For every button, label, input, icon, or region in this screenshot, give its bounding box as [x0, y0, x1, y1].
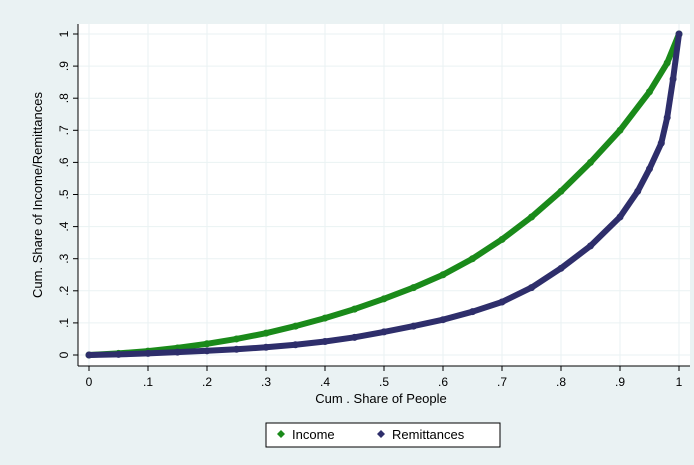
data-point-remittances	[469, 308, 476, 316]
legend-label-remittances: Remittances	[392, 427, 465, 442]
y-tick-label: .8	[57, 93, 71, 103]
data-point-remittances	[321, 338, 329, 346]
y-tick-label: 1	[57, 30, 71, 37]
data-point-remittances	[351, 333, 358, 341]
data-point-income	[380, 295, 388, 303]
data-point-income	[203, 340, 211, 348]
data-point-income	[233, 335, 240, 343]
data-point-remittances	[669, 75, 677, 83]
x-axis-label: Cum . Share of People	[315, 391, 447, 406]
data-point-remittances	[634, 187, 642, 195]
data-point-remittances	[203, 347, 211, 355]
x-tick-label: .8	[556, 375, 566, 389]
y-tick-label: .9	[57, 61, 71, 71]
data-point-remittances	[439, 316, 447, 324]
data-point-remittances	[85, 351, 93, 359]
data-point-income	[292, 322, 299, 330]
legend: Income Remittances	[265, 422, 501, 448]
legend-marker-remittances	[377, 430, 385, 438]
x-tick-label: .9	[615, 375, 625, 389]
data-point-income	[663, 59, 671, 67]
data-point-income	[646, 88, 653, 96]
x-tick-label: 0	[86, 375, 93, 389]
x-tick-label: .5	[379, 375, 389, 389]
data-point-remittances	[663, 113, 671, 121]
data-point-income	[557, 187, 565, 195]
data-point-income	[587, 158, 594, 166]
data-point-remittances	[557, 264, 565, 272]
y-tick-label: .6	[57, 157, 71, 167]
grid-lines	[78, 24, 690, 366]
series-lines	[85, 30, 683, 359]
y-tick-label: .1	[57, 318, 71, 328]
x-tick-label: .6	[438, 375, 448, 389]
x-tick-label: .7	[497, 375, 507, 389]
y-tick-label: 0	[57, 351, 71, 358]
y-tick-label: .5	[57, 189, 71, 199]
data-point-remittances	[144, 349, 152, 357]
y-tick-label: .2	[57, 285, 71, 295]
data-point-income	[469, 255, 476, 263]
legend-label-income: Income	[292, 427, 335, 442]
data-point-remittances	[498, 298, 506, 306]
x-tick-label: .3	[261, 375, 271, 389]
legend-marker-income	[277, 430, 285, 438]
data-point-remittances	[115, 350, 122, 358]
x-tick-label: .4	[320, 375, 330, 389]
y-tick-label: .3	[57, 253, 71, 263]
data-point-remittances	[292, 341, 299, 349]
axes: 0 .1 .2 .3 .4 .5 .6 .7 .8 .9 1 0 .1 .2 .3 .4 .5 .6 .7 .8 .9 1	[57, 24, 690, 389]
data-point-income	[616, 126, 624, 134]
data-point-income	[351, 305, 358, 313]
series-line-income	[86, 31, 682, 358]
data-point-income	[321, 314, 329, 322]
y-axis-label: Cum. Share of Income/Remittances	[30, 92, 45, 298]
y-tick-label: .7	[57, 125, 71, 135]
x-tick-label: .1	[143, 375, 153, 389]
data-point-income	[439, 271, 447, 279]
data-point-remittances	[262, 343, 270, 351]
data-point-remittances	[174, 348, 181, 356]
data-point-remittances	[675, 30, 683, 38]
data-point-income	[498, 235, 506, 243]
y-tick-label: .4	[57, 221, 71, 231]
data-point-remittances	[657, 139, 665, 147]
data-point-remittances	[233, 345, 240, 353]
data-point-remittances	[410, 322, 417, 330]
data-point-income	[262, 329, 270, 337]
x-tick-label: .2	[202, 375, 212, 389]
data-point-remittances	[528, 284, 535, 292]
data-point-income	[410, 284, 417, 292]
data-point-remittances	[616, 213, 624, 221]
data-point-remittances	[587, 242, 594, 250]
x-tick-label: 1	[676, 375, 683, 389]
data-point-remittances	[380, 328, 388, 336]
data-point-income	[528, 213, 535, 221]
data-point-remittances	[646, 165, 653, 173]
